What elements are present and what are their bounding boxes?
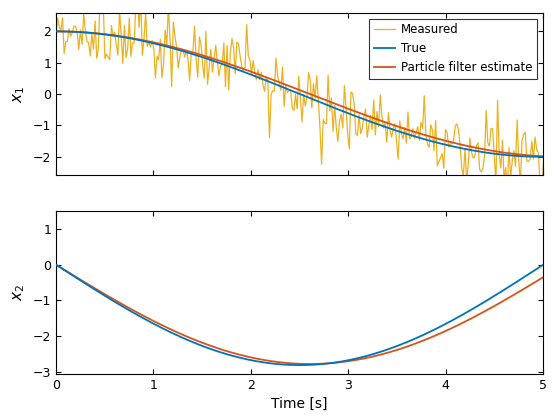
Measured [465, 163, 472, 168]
Measured [53, 31, 59, 36]
Line: Measured: Measured [56, 0, 543, 202]
Particle filter estimate [53, 29, 59, 34]
Particle filter estimate [441, 138, 448, 143]
Y-axis label: $x_1$: $x_1$ [12, 85, 27, 102]
True [387, 126, 394, 131]
True [102, 32, 109, 37]
True [250, 73, 256, 78]
Measured [352, 131, 359, 136]
X-axis label: Time [s]: Time [s] [272, 397, 328, 411]
True [441, 142, 448, 147]
True [432, 140, 439, 145]
Measured [538, 199, 545, 204]
Measured [496, 152, 502, 158]
Line: True: True [56, 32, 543, 157]
Particle filter estimate [540, 154, 547, 159]
True [267, 80, 274, 85]
True [540, 154, 547, 159]
Measured [540, 162, 547, 167]
Legend: Measured, True, Particle filter estimate: Measured, True, Particle filter estimate [369, 18, 537, 79]
Line: Particle filter estimate: Particle filter estimate [56, 32, 543, 156]
Particle filter estimate [102, 32, 109, 37]
Particle filter estimate [250, 70, 256, 75]
True [53, 29, 59, 34]
Measured [344, 131, 351, 136]
Particle filter estimate [387, 121, 394, 126]
Y-axis label: $x_2$: $x_2$ [12, 284, 27, 301]
Measured [343, 106, 349, 111]
Particle filter estimate [432, 136, 439, 141]
Particle filter estimate [267, 76, 274, 81]
Measured [54, 16, 61, 21]
